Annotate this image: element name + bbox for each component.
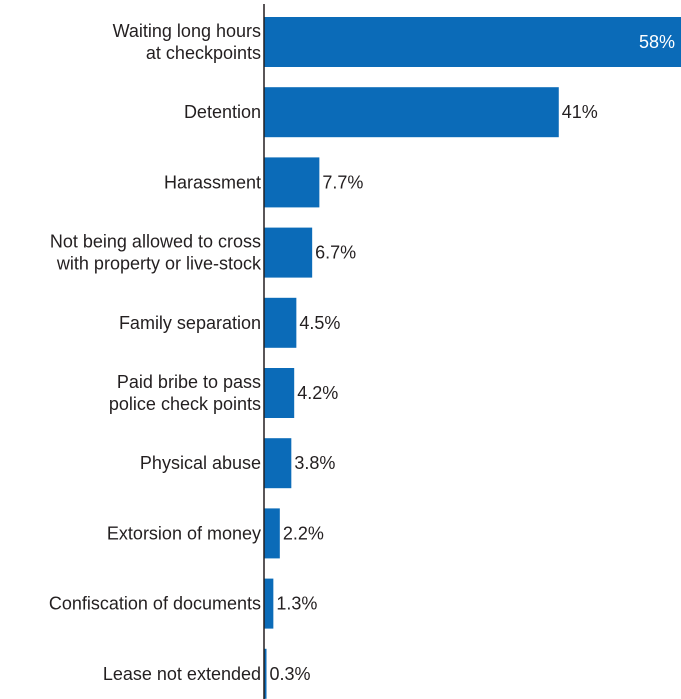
value-label-0: 58% xyxy=(639,32,675,52)
bar-8 xyxy=(264,578,274,629)
category-label-5: Paid bribe to pass police check points xyxy=(109,372,261,414)
value-label-6: 3.8% xyxy=(294,453,335,473)
value-label-7: 2.2% xyxy=(283,523,324,543)
bar-5 xyxy=(264,368,295,418)
value-label-3: 6.7% xyxy=(315,243,356,263)
category-label-5-line-1: police check points xyxy=(109,394,261,414)
category-label-0-line-1: at checkpoints xyxy=(146,43,261,63)
category-label-2-line-0: Harassment xyxy=(164,172,261,192)
category-label-1-line-0: Detention xyxy=(184,102,261,122)
category-label-4: Family separation xyxy=(119,313,261,333)
category-label-3: Not being allowed to cross with property … xyxy=(50,232,262,274)
bar-4 xyxy=(264,297,297,348)
category-label-3-line-0: Not being allowed to cross xyxy=(50,232,261,252)
value-label-5: 4.2% xyxy=(297,383,338,403)
value-label-2: 7.7% xyxy=(322,172,363,192)
category-label-9: Lease not extended xyxy=(103,664,261,684)
bar-9 xyxy=(264,648,267,699)
bars-group xyxy=(264,17,681,699)
category-label-6-line-0: Physical abuse xyxy=(140,453,261,473)
category-label-0-line-0: Waiting long hours xyxy=(113,21,261,41)
category-label-3-line-1: with property or live-stock xyxy=(56,254,262,274)
category-label-2: Harassment xyxy=(164,172,261,192)
category-label-7-line-0: Extorsion of money xyxy=(107,523,261,543)
category-label-5-line-0: Paid bribe to pass xyxy=(117,372,261,392)
bar-3 xyxy=(264,227,313,278)
category-label-7: Extorsion of money xyxy=(107,523,261,543)
bar-6 xyxy=(264,438,292,489)
value-label-1: 41% xyxy=(562,102,598,122)
category-label-8: Confiscation of documents xyxy=(49,594,261,614)
category-label-1: Detention xyxy=(184,102,261,122)
value-label-8: 1.3% xyxy=(276,594,317,614)
bar-7 xyxy=(264,508,280,559)
bar-0 xyxy=(264,17,681,67)
bar-1 xyxy=(264,87,559,138)
category-labels-group: Waiting long hours at checkpoints Detentio… xyxy=(49,21,262,684)
value-labels-group: 58% 41% 7.7% 6.7% 4.5% 4.2% 3.8% 2.2% 1.3% 0.3% xyxy=(270,32,676,684)
category-label-4-line-0: Family separation xyxy=(119,313,261,333)
category-label-6: Physical abuse xyxy=(140,453,261,473)
category-label-9-line-0: Lease not extended xyxy=(103,664,261,684)
bar-2 xyxy=(264,157,320,208)
value-label-4: 4.5% xyxy=(299,313,340,333)
category-label-8-line-0: Confiscation of documents xyxy=(49,594,261,614)
value-label-9: 0.3% xyxy=(270,664,311,684)
category-label-0: Waiting long hours at checkpoints xyxy=(113,21,261,63)
